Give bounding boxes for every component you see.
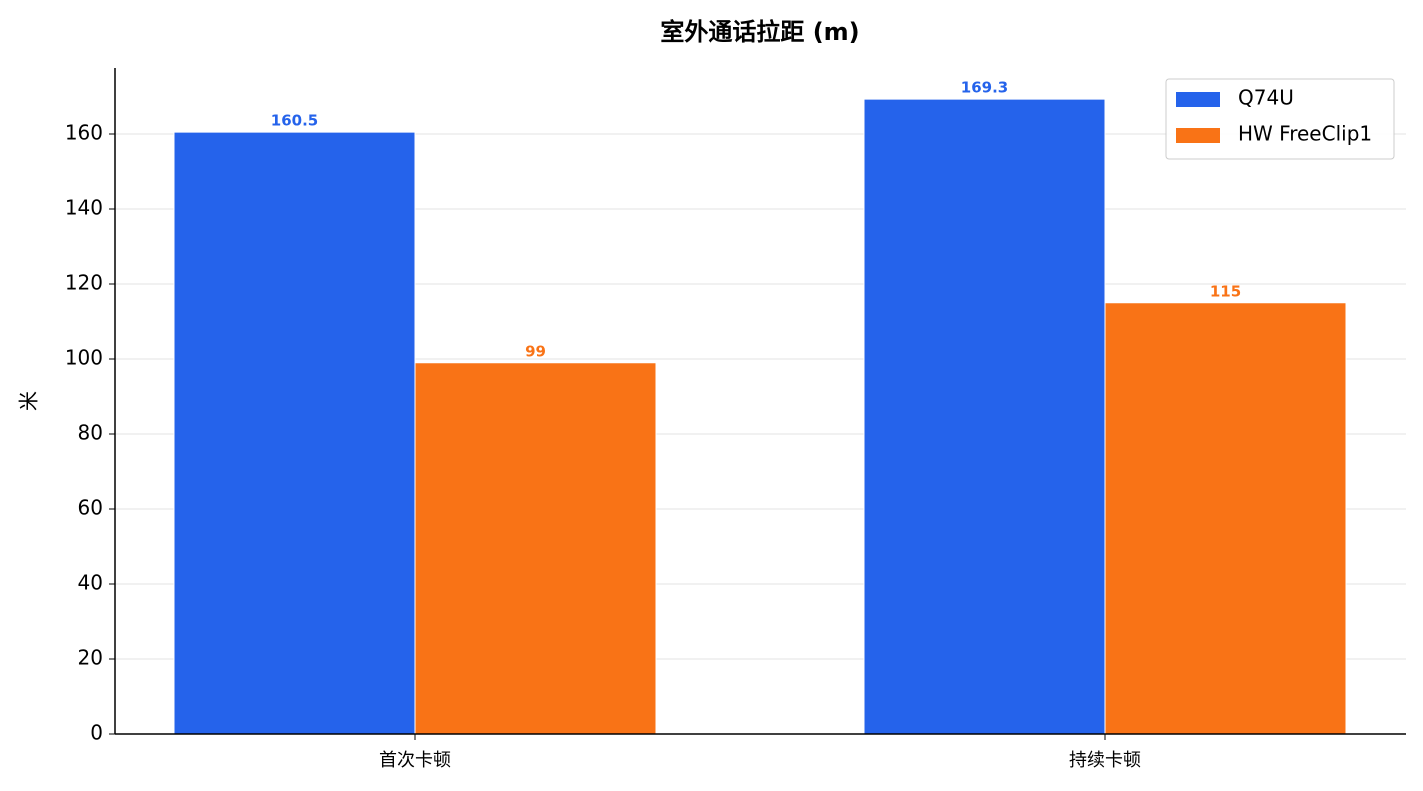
value-label: 169.3 [961, 79, 1008, 97]
y-tick-label: 140 [65, 196, 103, 220]
chart-title: 室外通话拉距 (m) [660, 18, 859, 46]
y-axis-label: 米 [17, 391, 41, 411]
legend: Q74U HW FreeClip1 [1165, 78, 1395, 160]
value-label: 99 [525, 342, 546, 360]
value-label: 115 [1210, 282, 1241, 300]
x-tick-label: 首次卡顿 [379, 750, 451, 771]
legend-swatch [1176, 128, 1220, 143]
y-tick-label: 0 [90, 721, 103, 745]
y-tick-label: 120 [65, 271, 103, 295]
y-tick-label: 160 [65, 121, 103, 145]
bar [173, 131, 416, 735]
bar [863, 98, 1106, 735]
y-tick-label: 20 [78, 646, 103, 670]
x-tick-label: 持续卡顿 [1069, 750, 1141, 771]
bar [1104, 302, 1347, 735]
value-label: 160.5 [271, 112, 318, 130]
y-tick-label: 100 [65, 346, 103, 370]
y-tick-label: 60 [78, 496, 103, 520]
legend-label: HW FreeClip1 [1238, 122, 1372, 146]
bar [414, 362, 657, 735]
y-tick-label: 80 [78, 421, 103, 445]
legend-label: Q74U [1238, 86, 1294, 110]
legend-box [1165, 78, 1395, 160]
legend-swatch [1176, 92, 1220, 107]
y-tick-label: 40 [78, 571, 103, 595]
